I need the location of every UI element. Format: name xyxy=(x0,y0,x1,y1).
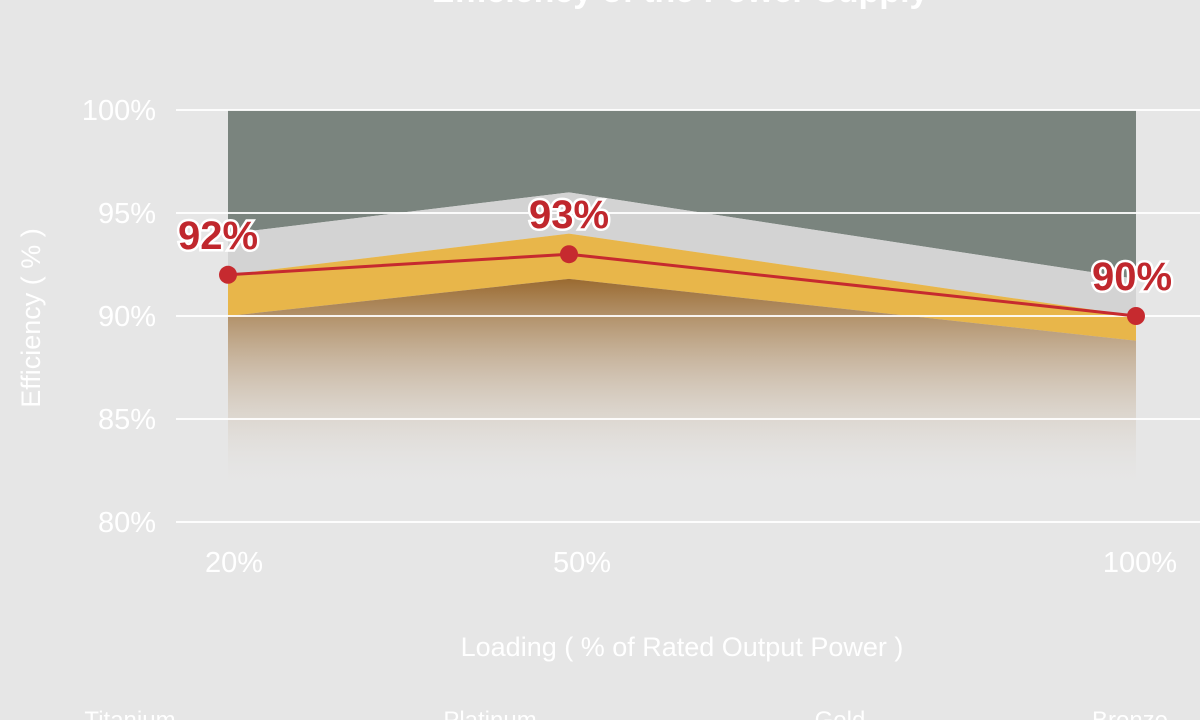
legend-item: Titanium xyxy=(84,707,175,720)
band-titanium xyxy=(228,110,1136,279)
x-tick-label: 20% xyxy=(205,547,263,579)
y-tick-label: 90% xyxy=(98,301,156,333)
data-point xyxy=(219,265,237,284)
band-bottom xyxy=(228,278,1136,492)
chart-title: Efficiency of the Power Supply xyxy=(432,0,929,10)
data-labels: 92% 93% 90% xyxy=(175,191,1174,302)
legend: Titanium Platinum Gold Bronze xyxy=(84,707,1168,720)
y-tick-label: 80% xyxy=(98,507,156,539)
legend-item: Gold xyxy=(815,707,866,720)
y-tick-label: 100% xyxy=(82,95,156,127)
data-point xyxy=(1127,307,1145,325)
y-axis-label: Efficiency ( % ) xyxy=(16,228,46,408)
data-label: 92% xyxy=(178,214,258,258)
data-label: 90% xyxy=(1092,255,1172,299)
x-axis-label: Loading ( % of Rated Output Power ) xyxy=(461,632,904,662)
legend-item: Bronze xyxy=(1092,707,1168,720)
legend-item: Platinum xyxy=(443,707,536,720)
x-tick-label: 50% xyxy=(553,547,611,579)
y-tick-label: 85% xyxy=(98,404,156,436)
data-point xyxy=(560,245,578,264)
gridlines xyxy=(176,109,1200,523)
x-axis-ticks: 20% 50% 100% xyxy=(205,547,1177,579)
y-axis-ticks: 80% 85% 90% 95% 100% xyxy=(82,95,156,539)
y-tick-label: 95% xyxy=(98,198,156,230)
efficiency-line-series xyxy=(219,245,1145,325)
x-tick-label: 100% xyxy=(1103,547,1177,579)
data-label: 93% xyxy=(529,193,609,237)
band-platinum xyxy=(228,192,1136,316)
